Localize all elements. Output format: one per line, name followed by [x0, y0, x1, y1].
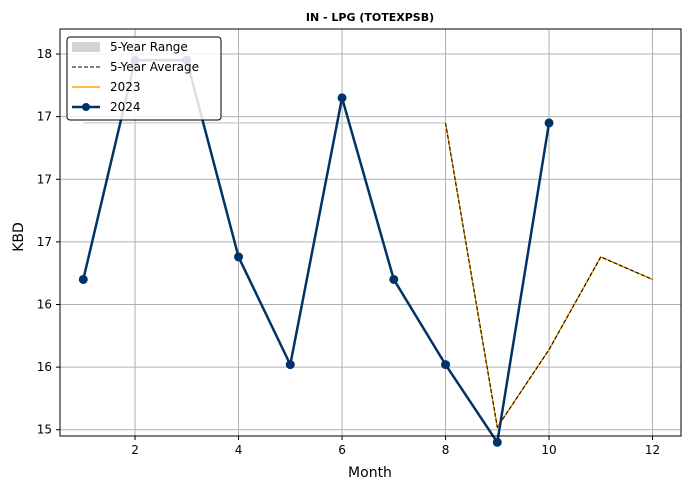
chart-title: IN - LPG (TOTEXPSB) — [306, 11, 434, 24]
data-point-2024 — [441, 360, 451, 370]
range-band-layer — [83, 122, 653, 430]
y-tick-label: 16 — [37, 360, 52, 374]
y-tick-label: 17 — [37, 110, 52, 124]
x-tick-label: 2 — [131, 443, 139, 457]
y-tick-label: 17 — [37, 235, 52, 249]
x-axis-ticks: 2 4 6 8 10 12 — [131, 436, 660, 457]
series-range-band — [83, 122, 653, 430]
legend-label-range: 5-Year Range — [110, 40, 188, 54]
legend-label-average: 5-Year Average — [110, 60, 199, 74]
data-point-2024 — [78, 274, 88, 284]
legend-box — [66, 36, 222, 121]
x-tick-label: 10 — [541, 443, 556, 457]
y-tick-label: 16 — [37, 298, 52, 312]
y-tick-label: 15 — [37, 423, 52, 437]
x-axis-label: Month — [348, 465, 392, 481]
y-tick-label: 18 — [37, 47, 52, 61]
data-point-2024 — [492, 437, 502, 447]
data-point-2024 — [234, 252, 244, 262]
x-tick-label: 12 — [645, 443, 660, 457]
data-point-2024 — [285, 360, 295, 370]
legend-label-2023: 2023 — [110, 80, 141, 94]
legend-marker-2024 — [82, 103, 90, 111]
y-axis-ticks: 15 16 16 17 17 17 18 — [37, 47, 60, 437]
y-axis-label: KBD — [11, 222, 27, 252]
legend-label-2024: 2024 — [110, 100, 141, 114]
series-line-5yr-average — [445, 122, 653, 428]
data-point-2024 — [337, 93, 347, 103]
plot-area-frame — [59, 28, 682, 437]
data-point-2024 — [544, 118, 554, 128]
data-point-2024 — [389, 274, 399, 284]
x-tick-label: 4 — [235, 443, 243, 457]
legend-swatch-range — [72, 42, 100, 52]
x-tick-label: 8 — [442, 443, 450, 457]
y-tick-label: 17 — [37, 172, 52, 186]
x-tick-label: 6 — [338, 443, 346, 457]
legend: 5-Year Range 5-Year Average 2023 2024 — [66, 36, 222, 121]
